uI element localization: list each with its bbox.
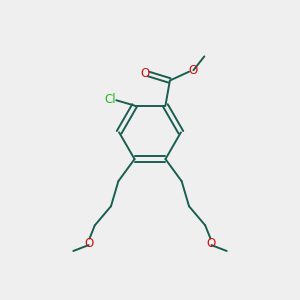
Text: O: O	[85, 237, 94, 250]
Text: Cl: Cl	[105, 93, 116, 106]
Text: O: O	[188, 64, 197, 77]
Text: O: O	[140, 67, 149, 80]
Text: O: O	[206, 237, 215, 250]
